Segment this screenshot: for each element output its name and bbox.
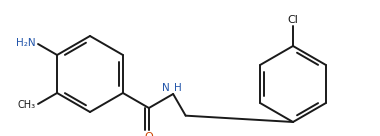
Text: CH₃: CH₃ — [18, 100, 36, 110]
Text: H: H — [174, 83, 182, 93]
Text: Cl: Cl — [288, 15, 298, 25]
Text: N: N — [162, 83, 170, 93]
Text: H₂N: H₂N — [16, 38, 36, 48]
Text: O: O — [144, 132, 153, 136]
